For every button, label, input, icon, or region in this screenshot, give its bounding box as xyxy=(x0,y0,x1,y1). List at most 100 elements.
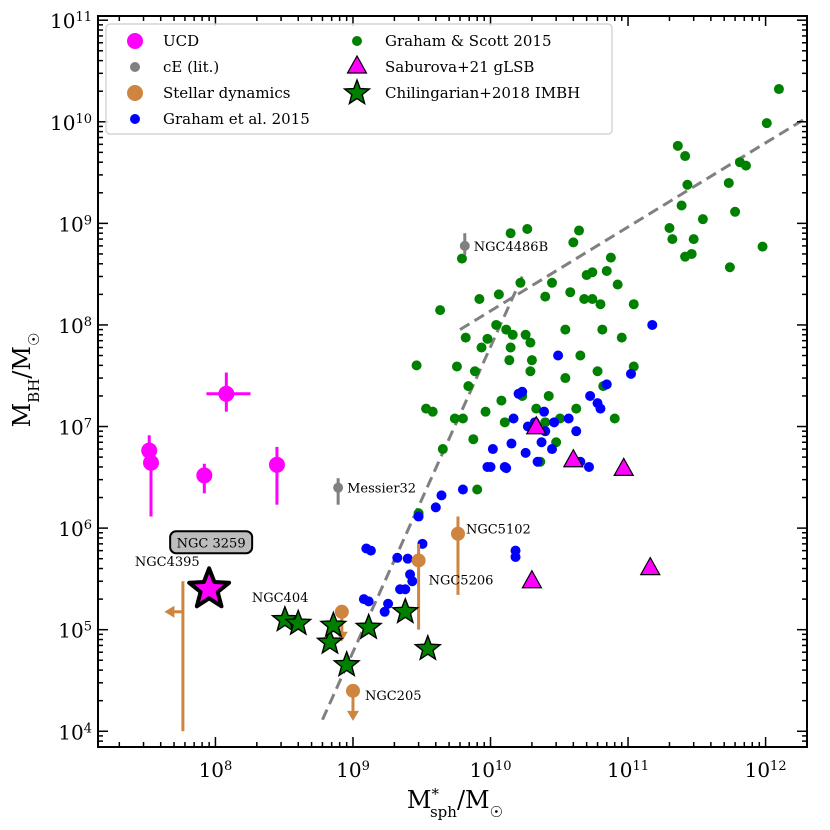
graham-scott-2015-point xyxy=(697,214,708,225)
legend-label-graham-2015: Graham et al. 2015 xyxy=(163,110,310,128)
stellar-dynamics-label: NGC5206 xyxy=(429,573,494,588)
graham-scott-2015-point xyxy=(531,403,542,414)
graham-scott-2015-point xyxy=(526,355,537,366)
graham-2015-point xyxy=(487,444,498,455)
ngc3259-label-box xyxy=(169,530,254,555)
graham-scott-2015-point xyxy=(525,366,536,377)
x-axis-label: M* sph/M☉ xyxy=(407,785,503,821)
graham-scott-2015-point xyxy=(540,291,551,302)
chilingarian-2018-point xyxy=(332,649,361,678)
legend-label-ce: cE (lit.) xyxy=(163,58,219,76)
y-tick-label: 1010 xyxy=(50,111,92,135)
ce-point xyxy=(459,240,470,251)
ce-point xyxy=(333,482,344,493)
graham-scott-2015-point xyxy=(482,333,493,344)
y-tick-label: 108 xyxy=(58,314,92,338)
graham-2015-point xyxy=(392,552,403,563)
fit-line-shallow-relation xyxy=(459,116,808,331)
y-tick-label: 107 xyxy=(58,416,92,440)
graham-2015-point xyxy=(363,596,374,607)
graham-scott-2015-point xyxy=(505,342,516,353)
x-axis-label-sun: ☉ xyxy=(490,803,503,821)
y-axis-label-slash: /M xyxy=(8,346,36,379)
graham-scott-2015-point xyxy=(579,294,590,305)
graham-scott-2015-point xyxy=(520,329,531,340)
chilingarian-2018-point xyxy=(284,608,313,636)
graham-scott-2015-point xyxy=(565,287,576,298)
graham-scott-2015-point xyxy=(612,279,623,290)
graham-scott-2015-point xyxy=(460,332,471,343)
legend-label-chilingarian-2018: Chilingarian+2018 IMBH xyxy=(385,84,580,102)
x-tick-label: 109 xyxy=(336,758,370,782)
stellar-dynamics-point xyxy=(411,553,426,568)
x-tick-label: 108 xyxy=(199,758,233,782)
stellar-dynamics-label: NGC4395 xyxy=(135,555,200,570)
graham-scott-2015-point xyxy=(476,342,487,353)
graham-scott-2015-point xyxy=(504,355,515,366)
chilingarian-2018-point xyxy=(319,610,348,638)
ce-label: Messier32 xyxy=(347,482,416,497)
plot-frame xyxy=(97,15,808,748)
x-axis-label-sup: * xyxy=(431,785,439,803)
y-tick-label: 105 xyxy=(58,619,92,643)
y-axis-label-base: M xyxy=(8,403,36,428)
graham-scott-2015-point xyxy=(456,253,467,264)
ngc3259-star xyxy=(187,566,232,609)
graham-scott-2015-point xyxy=(540,417,551,428)
graham-scott-2015-point xyxy=(761,118,772,129)
legend-marker-ce xyxy=(130,62,140,72)
legend-marker-graham-2015 xyxy=(130,114,140,124)
stellar-dynamics-label: NGC404 xyxy=(252,591,309,606)
graham-2015-point xyxy=(501,463,512,474)
graham-scott-2015-point xyxy=(560,373,571,384)
graham-2015-point xyxy=(625,368,636,379)
y-tick-label: 106 xyxy=(58,517,92,541)
graham-scott-2015-point xyxy=(480,406,491,417)
graham-scott-2015-point xyxy=(680,251,691,262)
graham-scott-2015-point xyxy=(568,237,579,248)
graham-2015-point xyxy=(539,406,550,417)
stellar-dynamics-point xyxy=(345,683,360,698)
graham-2015-point xyxy=(400,584,411,595)
axis-ticks xyxy=(98,16,808,748)
data-points xyxy=(141,84,784,732)
chilingarian-2018-point xyxy=(354,612,383,640)
x-tick-label: 1010 xyxy=(470,758,512,782)
chilingarian-2018-point xyxy=(315,627,345,655)
graham-scott-2015-point xyxy=(427,406,438,417)
fit-lines xyxy=(321,116,808,721)
graham-scott-2015-point xyxy=(575,350,586,361)
graham-scott-2015-point xyxy=(574,225,585,236)
graham-scott-2015-point xyxy=(437,444,448,455)
graham-2015-point xyxy=(407,576,418,587)
x-axis-label-slash: /M xyxy=(457,786,490,814)
graham-2015-point xyxy=(379,606,390,617)
graham-2015-point xyxy=(520,447,531,458)
y-axis-label-sun: ☉ xyxy=(25,333,43,346)
graham-2015-point xyxy=(571,426,582,437)
graham-scott-2015-point xyxy=(515,277,526,288)
fit-line-steep-relation xyxy=(321,275,524,721)
stellar-dynamics-arrow xyxy=(164,605,175,618)
graham-scott-2015-point xyxy=(723,177,734,188)
chilingarian-2018-point xyxy=(391,596,420,624)
graham-scott-2015-point xyxy=(682,179,693,190)
graham-scott-2015-point xyxy=(507,329,518,340)
graham-scott-2015-point xyxy=(463,381,474,392)
legend-label-graham-scott-2015: Graham & Scott 2015 xyxy=(385,32,552,50)
graham-scott-2015-point xyxy=(449,413,460,424)
legend-marker-saburova-2021 xyxy=(346,54,368,74)
y-axis-label: MBH/M☉ xyxy=(8,333,43,428)
graham-scott-2015-point xyxy=(587,267,598,278)
ucd-point xyxy=(218,385,235,402)
graham-scott-2015-point xyxy=(601,265,612,276)
graham-scott-2015-point xyxy=(587,294,598,305)
legend-label-ucd: UCD xyxy=(163,32,199,50)
graham-scott-2015-point xyxy=(543,390,554,401)
graham-scott-2015-point xyxy=(469,366,480,377)
stellar-dynamics-label: NGC5102 xyxy=(466,523,531,538)
graham-2015-point xyxy=(436,490,447,501)
point-annotations: Messier32 NGC4486B NGC4395 NGC404 NGC205 NGC5… xyxy=(135,240,548,704)
graham-2015-point xyxy=(508,413,519,424)
